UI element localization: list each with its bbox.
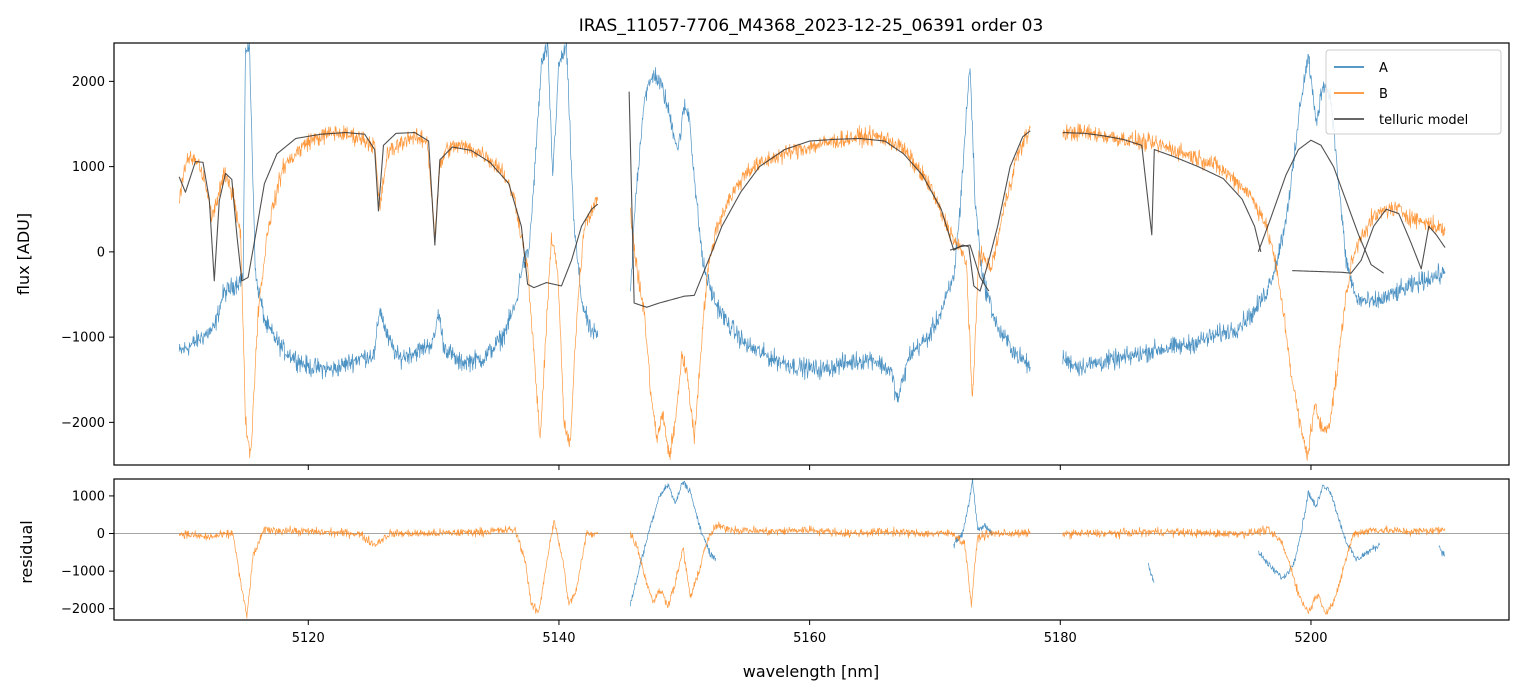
residual-panel: 5120 5140 5160 5180 5200 −2000 −1000 0 1000 resi… [17, 478, 1510, 681]
series-B-segment-6 [630, 521, 1031, 609]
series-telluric-model-segment-9 [1062, 131, 1262, 253]
ytick-label: −2000 [61, 416, 105, 431]
series-telluric-model-segment-11 [1292, 208, 1446, 274]
series-A-segment-4 [1438, 545, 1446, 557]
xtick-label: 5180 [1044, 631, 1077, 646]
xtick-label: 5120 [292, 631, 325, 646]
xtick-label: 5160 [793, 631, 826, 646]
series-B-segment-5 [178, 519, 599, 619]
xlabel: wavelength [nm] [743, 662, 880, 681]
ytick-label: 0 [97, 527, 105, 542]
series-B-segment-4 [630, 124, 1031, 460]
residual-ylabel: residual [17, 520, 36, 583]
legend-label-telluric: telluric model [1379, 113, 1468, 128]
legend-label-b: B [1379, 87, 1388, 102]
residual-plot-area [114, 479, 1509, 619]
xtick-label: 5140 [542, 631, 575, 646]
main-ticks: −2000 −1000 0 1000 2000 [61, 75, 1312, 470]
series-A-segment-0 [178, 43, 599, 380]
series-A-segment-1 [630, 67, 1031, 403]
xtick-label: 5200 [1294, 631, 1327, 646]
series-telluric-model-segment-8 [949, 244, 990, 292]
main-axes-frame [113, 42, 1510, 466]
legend-frame [1325, 49, 1502, 135]
main-ylabel: flux [ADU] [14, 213, 33, 295]
series-A-segment-2 [1147, 562, 1155, 583]
ytick-label: −1000 [61, 565, 105, 580]
legend: A B telluric model [1325, 49, 1502, 135]
legend-label-a: A [1379, 61, 1388, 76]
series-telluric-model-segment-10 [1257, 139, 1384, 274]
main-panel: −2000 −1000 0 1000 2000 flux [ADU] A B tellu… [14, 42, 1510, 470]
series-A-segment-1 [953, 479, 993, 549]
ytick-label: 1000 [72, 489, 105, 504]
ytick-label: −1000 [61, 331, 105, 346]
ytick-label: 2000 [72, 75, 105, 90]
ytick-label: 0 [97, 245, 105, 260]
series-B-segment-5 [1062, 123, 1446, 461]
ytick-label: −2000 [61, 602, 105, 617]
series-B-segment-3 [178, 125, 599, 459]
series-A-segment-2 [1062, 53, 1446, 377]
series-telluric-model-segment-6 [178, 131, 599, 289]
residual-axes-frame [113, 478, 1510, 621]
series-A-segment-3 [1258, 484, 1380, 580]
main-plot-area [178, 43, 1446, 461]
chart-title: IRAS_11057-7706_M4368_2023-12-25_06391 o… [579, 16, 1044, 36]
residual-ticks: 5120 5140 5160 5180 5200 −2000 −1000 0 1000 [61, 489, 1327, 646]
series-B-segment-7 [1062, 525, 1446, 615]
ytick-label: 1000 [72, 160, 105, 175]
series-A-segment-0 [630, 480, 716, 607]
series-telluric-model-segment-7 [628, 91, 1031, 308]
